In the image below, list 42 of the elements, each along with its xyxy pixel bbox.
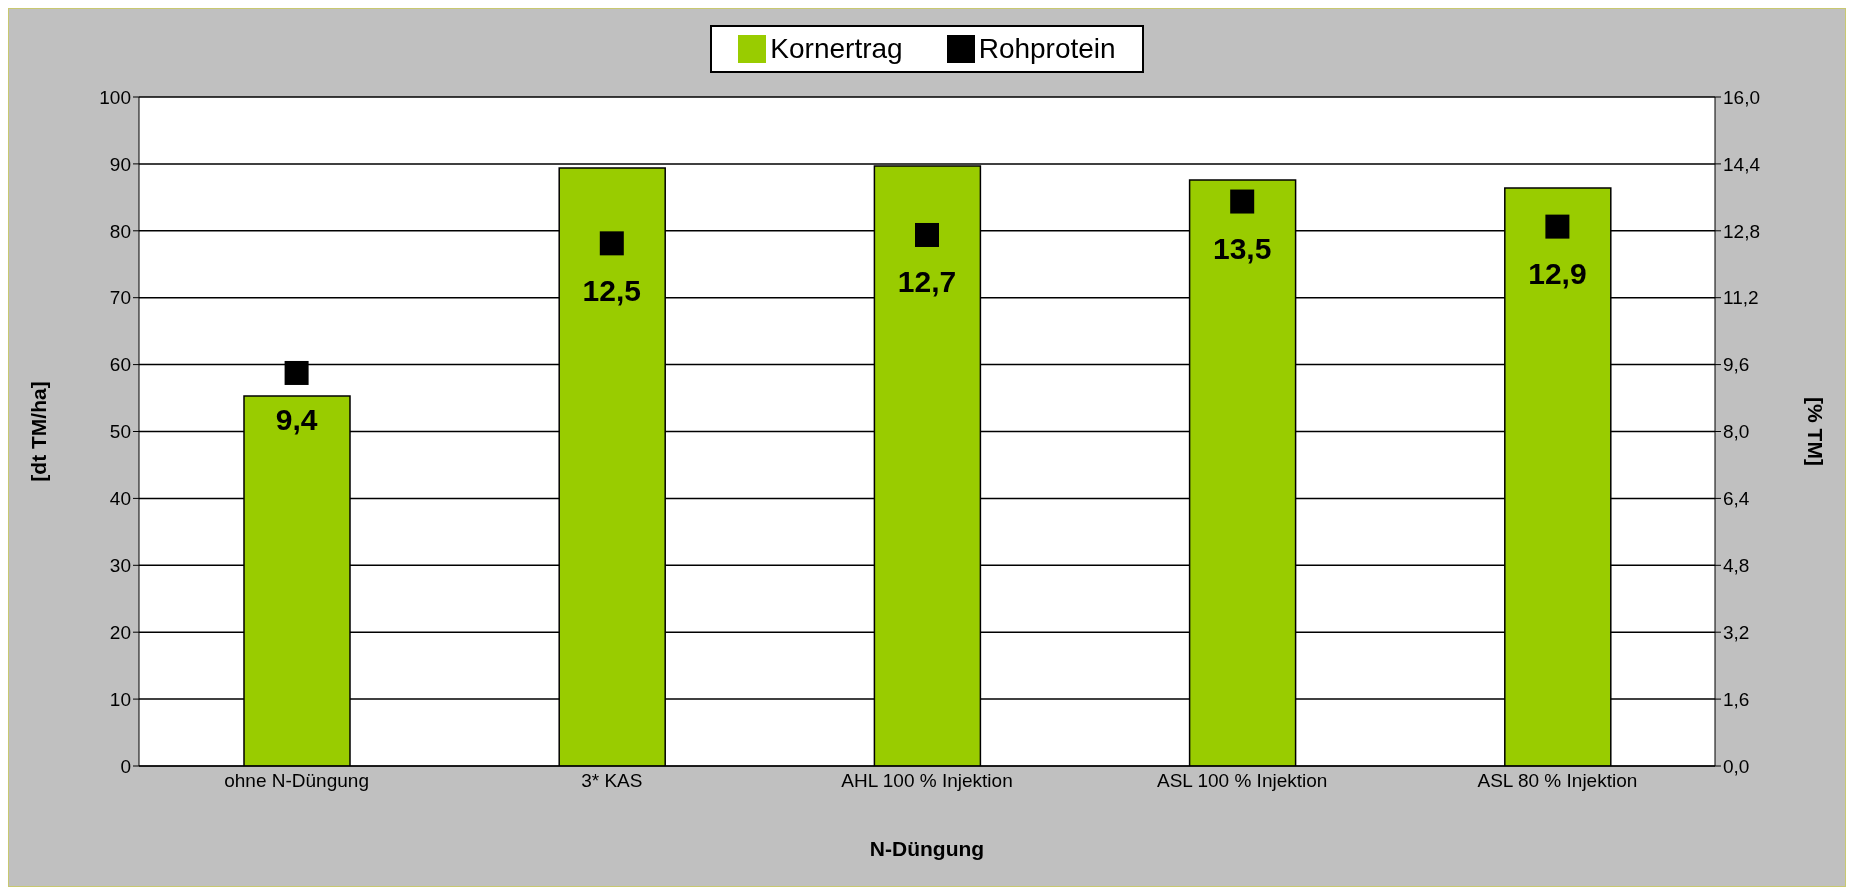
y-tick-label: 50	[109, 421, 131, 443]
y2-tick-label: 11,2	[1723, 287, 1759, 309]
data-label: 13,5	[1213, 232, 1272, 266]
data-label: 12,5	[582, 273, 641, 307]
point	[915, 222, 939, 247]
x-tick-label: ASL 80 % Injektion	[1477, 770, 1638, 792]
x-tick-label: AHL 100 % Injektion	[841, 770, 1013, 792]
y2-tick-label: 0,0	[1723, 755, 1750, 777]
y2-tick-label: 12,8	[1723, 220, 1760, 242]
legend-label: Kornertrag	[769, 33, 903, 65]
y2-tick-label: 6,4	[1723, 488, 1750, 510]
data-label: 9,4	[275, 403, 318, 437]
x-tick-label: ohne N-Düngung	[224, 770, 369, 792]
y-tick-label: 20	[109, 621, 131, 643]
point	[1545, 214, 1570, 239]
y-tick-label: 0	[120, 755, 131, 777]
point	[284, 360, 309, 385]
y-tick-label: 80	[109, 220, 131, 242]
y2-tick-label: 4,8	[1723, 555, 1750, 577]
x-axis-title: N-Düngung	[869, 837, 985, 860]
y2-tick-label: 8,0	[1723, 421, 1750, 443]
y-tick-label: 100	[99, 86, 131, 108]
y2-tick-label: 1,6	[1723, 688, 1750, 710]
point	[599, 231, 624, 256]
y2-tick-label: 16,0	[1723, 86, 1760, 108]
x-tick-label: ASL 100 % Injektion	[1157, 770, 1328, 792]
y-tick-label: 30	[109, 555, 131, 577]
y2-tick-label: 3,2	[1723, 621, 1750, 643]
point	[1230, 189, 1255, 214]
y2-axis-title: [% TM]	[1803, 397, 1827, 466]
x-tick-label: 3* KAS	[581, 770, 643, 792]
y-axis-title: [dt TM/ha]	[27, 381, 51, 482]
data-label: 12,7	[897, 265, 957, 299]
y2-tick-label: 14,4	[1723, 153, 1761, 175]
y-tick-label: 10	[109, 688, 131, 710]
y-tick-label: 90	[109, 153, 131, 175]
legend-label: Rohprotein	[977, 33, 1116, 65]
y-tick-label: 70	[109, 287, 131, 309]
y2-tick-label: 9,6	[1723, 354, 1750, 376]
y-tick-label: 40	[109, 488, 131, 510]
data-label: 12,9	[1528, 257, 1587, 291]
y-tick-label: 60	[109, 354, 131, 376]
